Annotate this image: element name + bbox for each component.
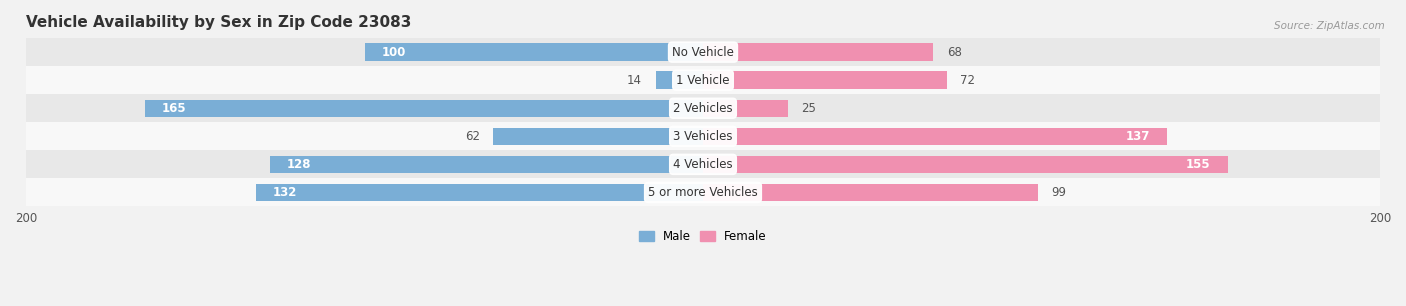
Bar [703,156,1227,173]
Text: 62: 62 [464,130,479,143]
Bar [703,128,1167,145]
Legend: Male, Female: Male, Female [634,225,772,248]
Bar [27,150,1379,178]
Bar [703,72,946,89]
Text: 2 Vehicles: 2 Vehicles [673,102,733,115]
Text: Source: ZipAtlas.com: Source: ZipAtlas.com [1274,21,1385,32]
Text: 4 Vehicles: 4 Vehicles [673,158,733,171]
Bar [27,122,1379,150]
Text: 68: 68 [946,46,962,59]
Text: 165: 165 [162,102,186,115]
Bar [703,99,787,117]
Bar [655,72,703,89]
Bar [27,66,1379,94]
Text: 72: 72 [960,74,976,87]
Bar [364,43,703,61]
Bar [27,38,1379,66]
Text: 3 Vehicles: 3 Vehicles [673,130,733,143]
Text: No Vehicle: No Vehicle [672,46,734,59]
Text: 99: 99 [1052,186,1067,199]
Text: 132: 132 [273,186,298,199]
Bar [703,184,1038,201]
Text: 25: 25 [801,102,815,115]
Text: Vehicle Availability by Sex in Zip Code 23083: Vehicle Availability by Sex in Zip Code … [27,15,412,30]
Text: 14: 14 [627,74,643,87]
Text: 128: 128 [287,158,311,171]
Bar [27,94,1379,122]
Bar [27,178,1379,207]
Text: 5 or more Vehicles: 5 or more Vehicles [648,186,758,199]
Bar [703,43,934,61]
Bar [270,156,703,173]
Text: 1 Vehicle: 1 Vehicle [676,74,730,87]
Text: 155: 155 [1187,158,1211,171]
Bar [145,99,703,117]
Text: 100: 100 [381,46,406,59]
Text: 137: 137 [1125,130,1150,143]
Bar [256,184,703,201]
Bar [494,128,703,145]
